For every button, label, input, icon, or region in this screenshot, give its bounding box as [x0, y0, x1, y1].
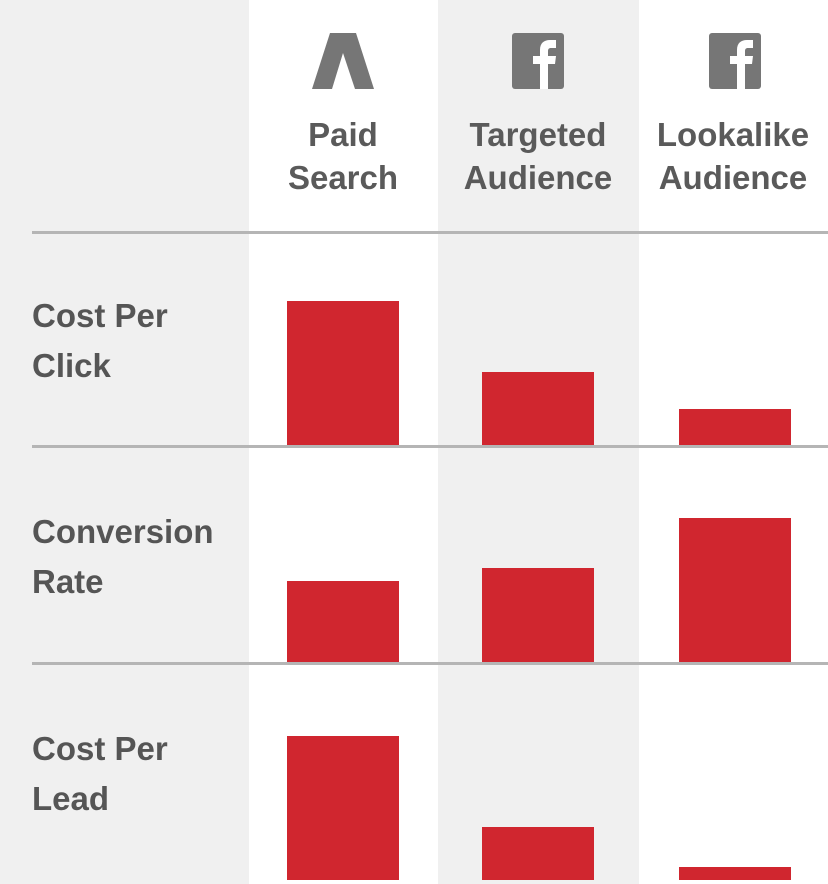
bar-cost-per-click-targeted-audience	[482, 372, 594, 445]
column-label-lookalike-audience: Lookalike Audience	[656, 116, 810, 196]
row-label-cost-per-lead: Cost Per Lead	[32, 730, 168, 817]
bar-cost-per-click-paid-search	[287, 301, 399, 445]
bar-conversion-rate-lookalike-audience	[679, 518, 791, 662]
column-label-targeted-audience: Targeted Audience	[463, 116, 613, 196]
row-divider	[32, 662, 828, 665]
bar-cost-per-lead-targeted-audience	[482, 827, 594, 880]
row-divider	[32, 231, 828, 234]
row-divider	[32, 445, 828, 448]
row-label-cost-per-click: Cost Per Click	[32, 297, 168, 384]
bar-cost-per-lead-lookalike-audience	[679, 867, 791, 880]
bar-cost-per-lead-paid-search	[287, 736, 399, 880]
row-label-conversion-rate: Conversion Rate	[32, 513, 214, 600]
facebook-icon	[709, 33, 761, 89]
bar-conversion-rate-targeted-audience	[482, 568, 594, 662]
facebook-icon	[512, 33, 564, 89]
column-label-paid-search: Paid Search	[287, 116, 399, 196]
bar-conversion-rate-paid-search	[287, 581, 399, 662]
google-ads-icon	[312, 33, 374, 89]
bar-cost-per-click-lookalike-audience	[679, 409, 791, 445]
